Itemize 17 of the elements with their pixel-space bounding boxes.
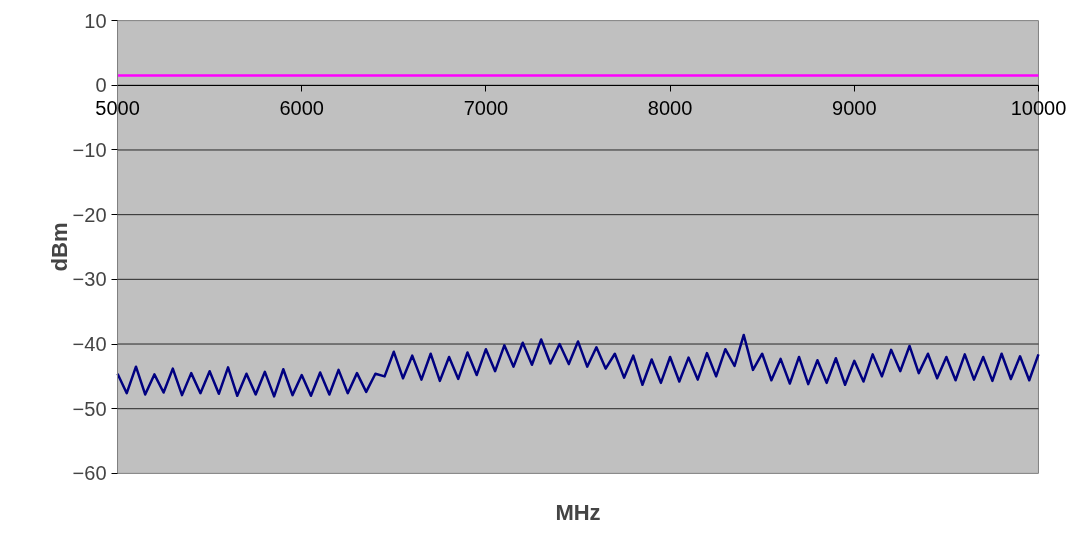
y-tick-label: −30 (72, 268, 107, 291)
y-tick-label: −20 (72, 203, 107, 226)
y-tick-label: −40 (72, 333, 107, 356)
x-axis-title: MHz (555, 499, 601, 525)
x-tick-label: 8000 (647, 97, 693, 120)
y-tick-label: 0 (95, 74, 107, 97)
y-tick-label: −50 (72, 397, 107, 420)
x-tick-label: 10000 (1010, 97, 1067, 120)
y-tick-label: 10 (84, 9, 107, 32)
x-tick-label: 5000 (95, 97, 140, 120)
y-tick-label: −10 (72, 138, 107, 161)
y-axis-title: dBm (46, 222, 72, 272)
line-series (116, 333, 1040, 398)
x-tick-label: 7000 (463, 97, 509, 120)
x-tick-label: 6000 (279, 97, 324, 120)
x-tick-label: 9000 (832, 97, 877, 120)
y-tick-label: −60 (72, 462, 107, 485)
